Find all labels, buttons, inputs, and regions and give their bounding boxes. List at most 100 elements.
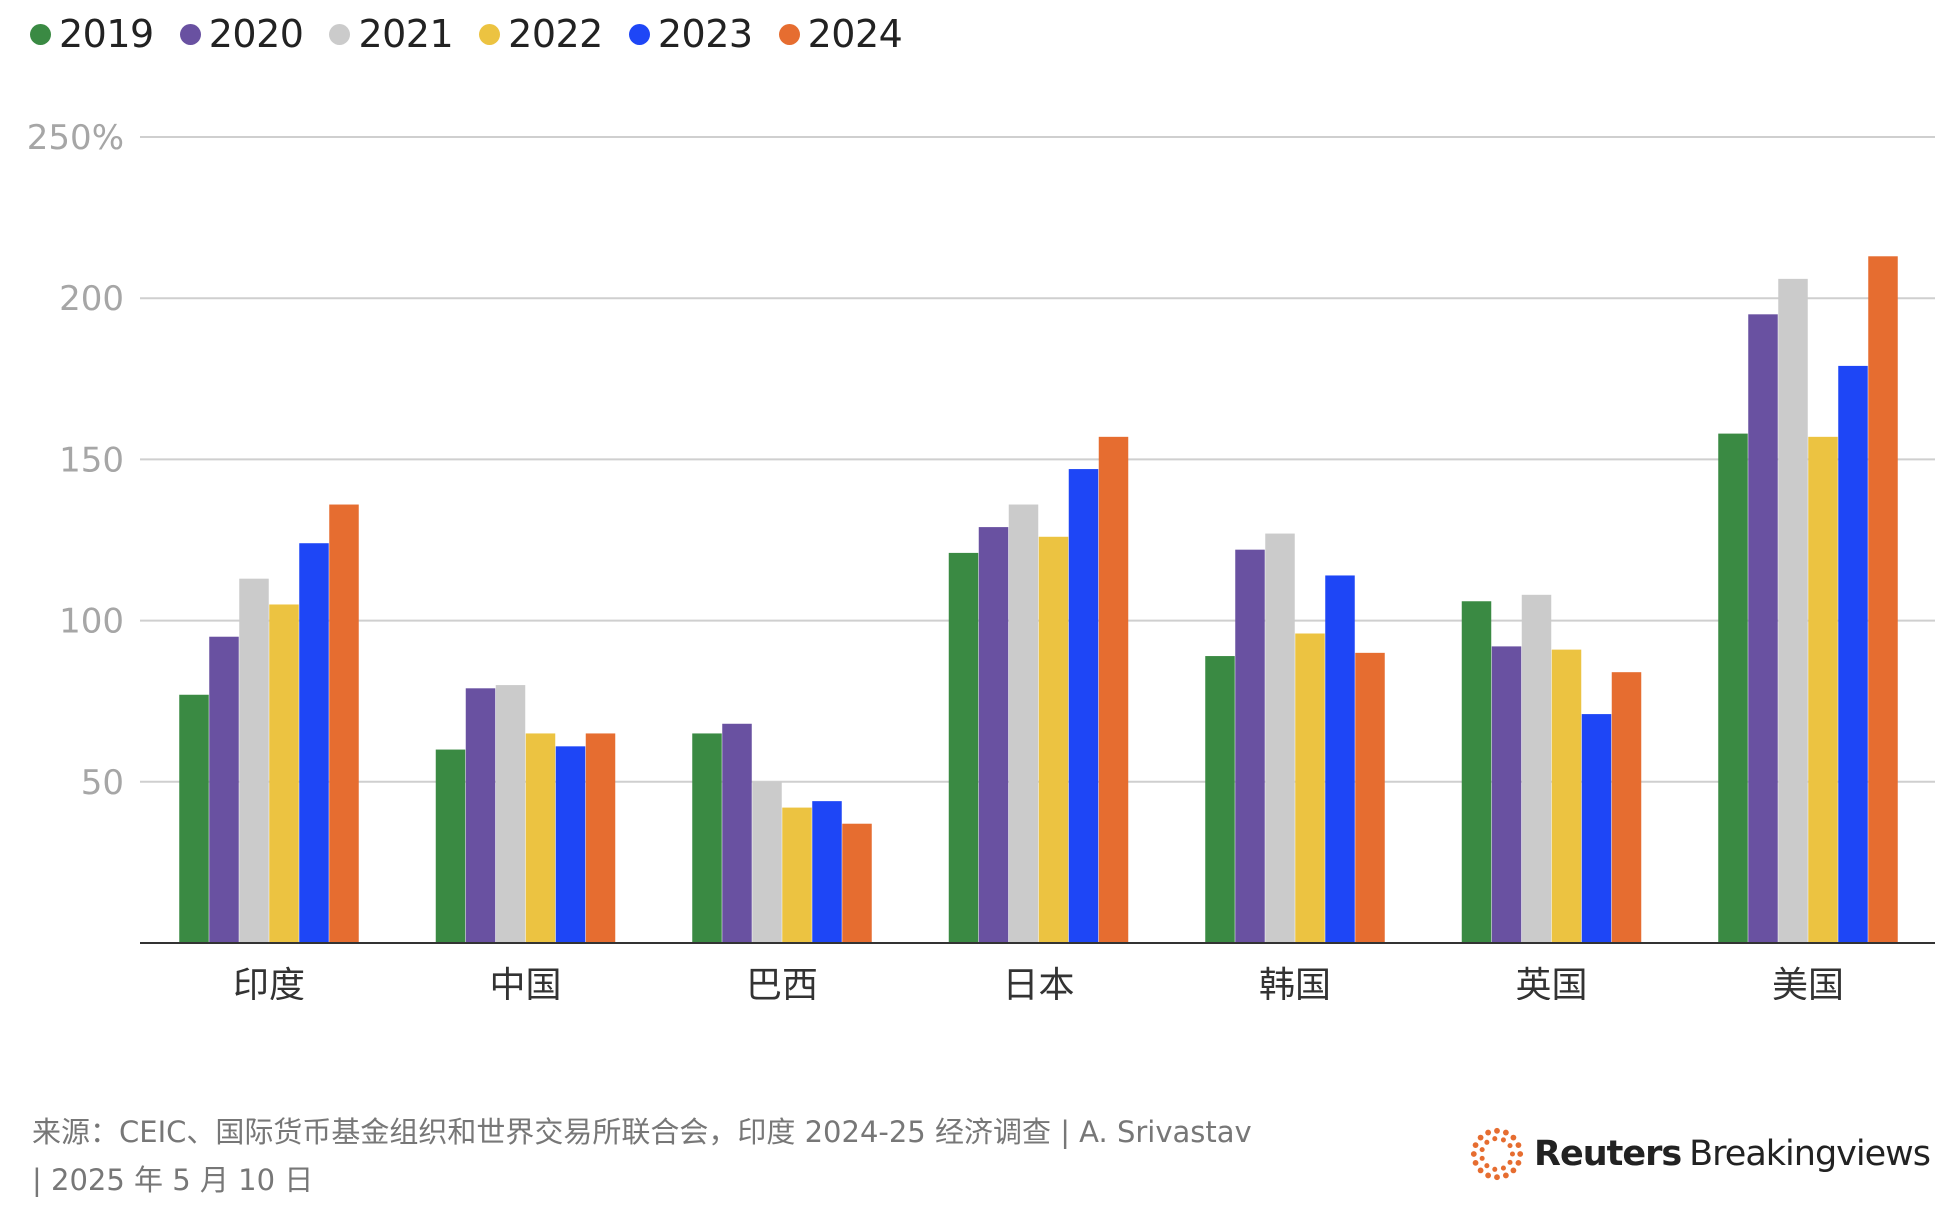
bar — [585, 733, 616, 943]
bar — [1581, 714, 1612, 943]
bar — [1008, 504, 1039, 943]
bar — [692, 733, 722, 943]
bar — [329, 504, 359, 943]
legend-label: 2022 — [508, 12, 603, 56]
brand-dot — [1479, 1155, 1485, 1161]
brand-dot — [1477, 1134, 1484, 1141]
brand-name-rest: Breakingviews — [1689, 1134, 1931, 1174]
bar — [239, 578, 269, 943]
brand-dot — [1502, 1172, 1509, 1179]
source-line-1: 来源：CEIC、国际货币基金组织和世界交易所联合会，印度 2024-25 经济调… — [32, 1115, 1252, 1149]
bar — [179, 694, 209, 943]
bar — [1098, 436, 1129, 943]
legend-label: 2021 — [358, 12, 454, 56]
x-category-label: 英国 — [1515, 965, 1587, 1000]
brand-dot — [1470, 1151, 1477, 1157]
brand-dot — [1507, 1159, 1513, 1165]
y-axis-ticks: 50 100 150 200 250% — [27, 118, 124, 803]
y-tick-label: 150 — [59, 440, 124, 480]
y-tick-label: 250% — [27, 118, 124, 158]
bar — [1265, 533, 1295, 943]
legend-label: 2019 — [59, 12, 154, 56]
bar — [495, 685, 526, 943]
legend-swatch — [479, 23, 501, 45]
brand-dot — [1492, 1166, 1498, 1172]
bar — [555, 746, 586, 943]
brand-dot — [1510, 1167, 1517, 1174]
y-tick-label: 200 — [59, 279, 124, 319]
source-line-2: | 2025 年 5 月 10 日 — [32, 1163, 314, 1197]
legend-item: 2022 — [479, 12, 603, 56]
reuters-dots-icon — [1470, 1127, 1524, 1181]
bar — [269, 604, 299, 943]
bar — [299, 543, 329, 943]
bar — [842, 823, 872, 943]
bar — [1038, 536, 1069, 943]
bar — [1355, 652, 1385, 943]
x-category-label: 韩国 — [1259, 965, 1331, 1000]
legend-label: 2024 — [807, 12, 903, 56]
brand-dot — [1484, 1139, 1490, 1145]
bar — [1295, 633, 1325, 943]
brand-dot — [1510, 1134, 1517, 1141]
x-category-label: 中国 — [489, 965, 561, 1000]
legend-item: 2019 — [30, 12, 154, 56]
legend-swatch — [628, 23, 650, 45]
legend-swatch — [778, 23, 800, 45]
x-axis-categories: 印度 中国 巴西 日本 韩国 英国 美国 — [233, 965, 1844, 1000]
bar — [1611, 672, 1642, 943]
x-category-label: 巴西 — [746, 965, 818, 1000]
legend-item: 2023 — [628, 12, 753, 56]
legend-swatch — [329, 23, 351, 45]
bar — [978, 527, 1009, 943]
brand-dot — [1479, 1147, 1485, 1153]
brand-dot — [1507, 1143, 1513, 1149]
brand-dot — [1515, 1142, 1522, 1149]
brand-dot — [1472, 1142, 1479, 1149]
legend-item: 2024 — [778, 12, 903, 56]
bar — [1868, 256, 1898, 944]
bar — [1808, 436, 1838, 943]
bar — [1461, 601, 1492, 943]
legend-swatch — [179, 23, 201, 45]
bar — [752, 781, 782, 943]
brand-dot — [1509, 1151, 1515, 1157]
bar — [1718, 433, 1748, 943]
brand-dot — [1494, 1174, 1500, 1181]
bar — [1778, 278, 1808, 944]
bar — [435, 749, 466, 943]
bar — [948, 552, 979, 943]
x-category-label: 日本 — [1002, 965, 1074, 1000]
bar — [1325, 575, 1355, 943]
legend-item: 2021 — [329, 12, 454, 56]
bars — [179, 256, 1898, 944]
legend-item: 2020 — [179, 12, 304, 56]
brand-dot — [1472, 1159, 1479, 1166]
brand-dot — [1484, 1163, 1490, 1169]
brand-dot — [1494, 1127, 1500, 1134]
bar — [1551, 649, 1582, 943]
bar — [782, 807, 812, 943]
legend-label: 2023 — [657, 12, 753, 56]
x-category-label: 印度 — [233, 965, 305, 1000]
bar — [1521, 594, 1552, 943]
bar — [465, 688, 496, 943]
y-tick-label: 50 — [81, 763, 124, 803]
brand-dot — [1502, 1129, 1509, 1136]
brand-dot — [1485, 1129, 1492, 1136]
bar — [1748, 314, 1778, 943]
y-tick-label: 100 — [59, 602, 124, 642]
bar — [1838, 365, 1868, 943]
bar — [1205, 656, 1235, 943]
brand-dot — [1500, 1137, 1506, 1143]
legend: 2019 2020 2021 2022 2023 2024 — [30, 8, 928, 60]
bar — [1235, 549, 1265, 943]
brand-dot — [1517, 1151, 1524, 1157]
legend-swatch — [30, 23, 51, 45]
brand-dot — [1500, 1165, 1506, 1171]
bar — [209, 636, 239, 943]
source-note: 来源：CEIC、国际货币基金组织和世界交易所联合会，印度 2024-25 经济调… — [32, 1108, 1432, 1204]
bar — [525, 733, 556, 943]
bar — [722, 723, 752, 943]
brand-name-bold: Reuters — [1534, 1134, 1682, 1174]
